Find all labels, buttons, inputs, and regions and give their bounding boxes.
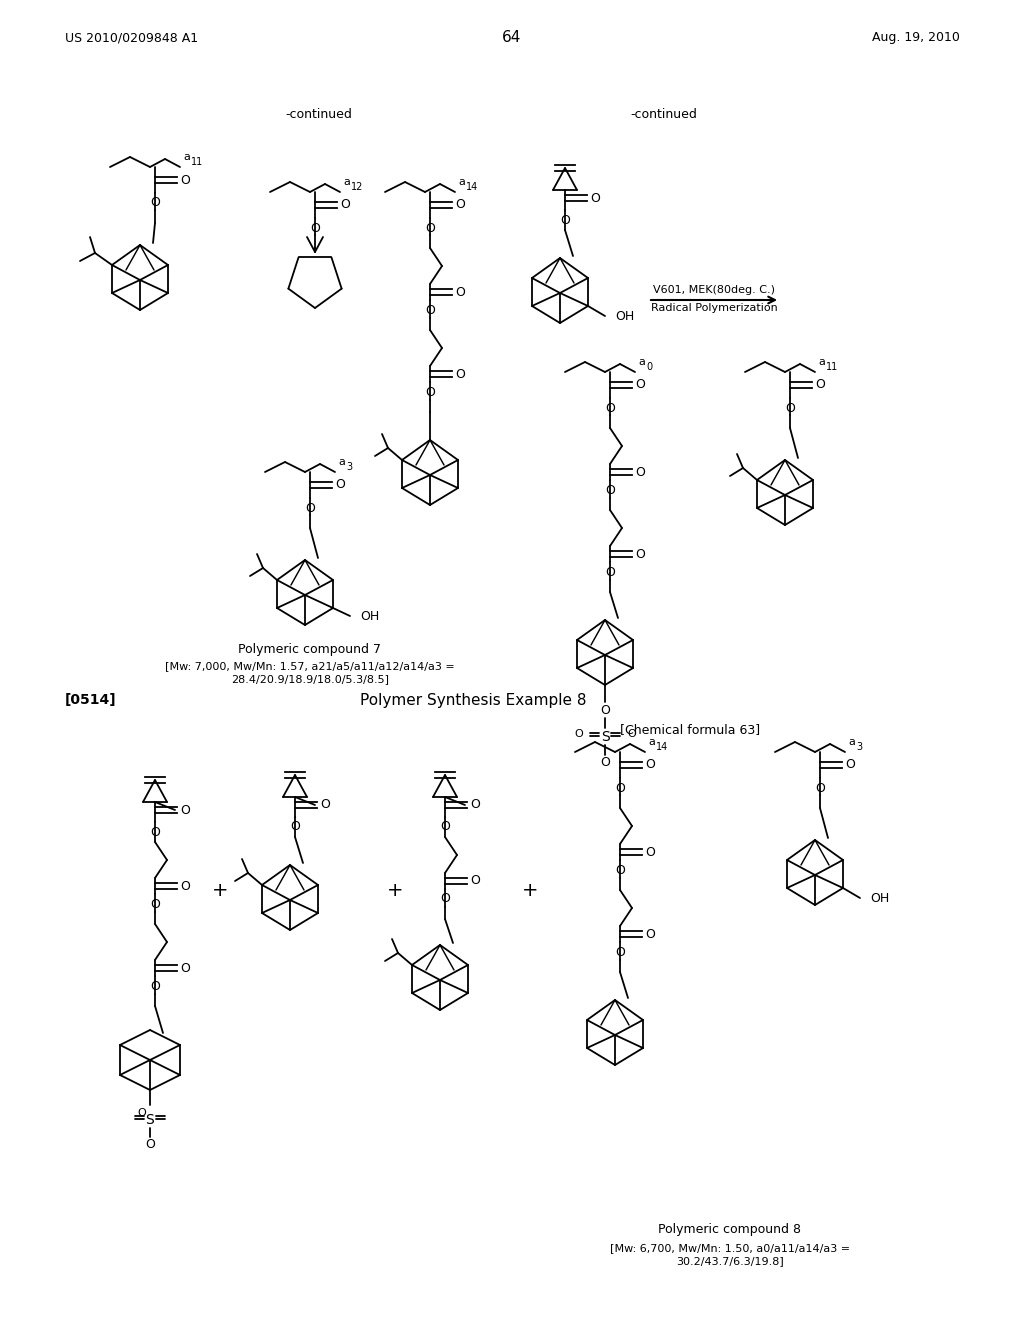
Text: Polymeric compound 7: Polymeric compound 7 — [239, 644, 382, 656]
Text: O: O — [321, 799, 330, 812]
Text: 64: 64 — [503, 30, 521, 45]
Text: a: a — [183, 152, 189, 162]
Text: O: O — [635, 379, 645, 392]
Text: US 2010/0209848 A1: US 2010/0209848 A1 — [65, 32, 198, 45]
Text: O: O — [615, 781, 625, 795]
Text: O: O — [455, 198, 465, 211]
Text: Polymer Synthesis Example 8: Polymer Synthesis Example 8 — [360, 693, 587, 708]
Text: O: O — [425, 385, 435, 399]
Text: O: O — [815, 379, 825, 392]
Text: O: O — [335, 479, 345, 491]
Text: O: O — [340, 198, 350, 211]
Text: O: O — [645, 928, 655, 940]
Text: O: O — [590, 191, 600, 205]
Text: O: O — [440, 892, 450, 906]
Text: 3: 3 — [346, 462, 352, 473]
Text: O: O — [615, 945, 625, 958]
Text: 28.4/20.9/18.9/18.0/5.3/8.5]: 28.4/20.9/18.9/18.0/5.3/8.5] — [231, 675, 389, 684]
Text: O: O — [145, 1138, 155, 1151]
Text: O: O — [455, 367, 465, 380]
Text: a: a — [458, 177, 465, 187]
Text: O: O — [425, 304, 435, 317]
Text: O: O — [180, 879, 189, 892]
Text: O: O — [605, 565, 615, 578]
Text: 14: 14 — [656, 742, 669, 752]
Text: O: O — [425, 222, 435, 235]
Text: O: O — [180, 173, 189, 186]
Text: O: O — [645, 846, 655, 858]
Text: 0: 0 — [646, 362, 652, 372]
Text: a: a — [848, 737, 855, 747]
Text: +: + — [522, 880, 539, 899]
Text: O: O — [605, 401, 615, 414]
Text: O: O — [470, 874, 480, 887]
Text: O: O — [180, 804, 189, 817]
Text: S: S — [145, 1113, 155, 1127]
Text: O: O — [151, 979, 160, 993]
Text: O: O — [560, 214, 570, 227]
Text: [0514]: [0514] — [65, 693, 117, 708]
Text: +: + — [387, 880, 403, 899]
Text: -continued: -continued — [285, 108, 352, 121]
Text: OH: OH — [360, 610, 379, 623]
Text: a: a — [638, 356, 645, 367]
Text: O: O — [455, 285, 465, 298]
Text: O: O — [470, 799, 480, 812]
Text: Radical Polymerization: Radical Polymerization — [650, 304, 777, 313]
Text: O: O — [137, 1107, 146, 1118]
Text: +: + — [212, 880, 228, 899]
Text: O: O — [605, 483, 615, 496]
Text: O: O — [635, 548, 645, 561]
Text: OH: OH — [615, 309, 634, 322]
Text: 11: 11 — [191, 157, 203, 168]
Text: a: a — [648, 737, 655, 747]
Text: O: O — [635, 466, 645, 479]
Text: [Mw: 7,000, Mw/Mn: 1.57, a21/a5/a11/a12/a14/a3 =: [Mw: 7,000, Mw/Mn: 1.57, a21/a5/a11/a12/… — [165, 661, 455, 671]
Text: O: O — [310, 222, 319, 235]
Text: O: O — [815, 781, 825, 795]
Text: O: O — [574, 729, 583, 739]
Text: a: a — [338, 457, 345, 467]
Text: 3: 3 — [856, 742, 862, 752]
Text: O: O — [440, 821, 450, 833]
Text: O: O — [627, 729, 636, 739]
Text: O: O — [290, 821, 300, 833]
Text: O: O — [180, 961, 189, 974]
Text: OH: OH — [870, 891, 889, 904]
Text: S: S — [601, 730, 609, 744]
Text: [Mw: 6,700, Mw/Mn: 1.50, a0/a11/a14/a3 =: [Mw: 6,700, Mw/Mn: 1.50, a0/a11/a14/a3 = — [610, 1243, 850, 1253]
Text: Aug. 19, 2010: Aug. 19, 2010 — [872, 32, 961, 45]
Text: V601, MEK(80deg. C.): V601, MEK(80deg. C.) — [653, 285, 775, 294]
Text: O: O — [305, 502, 315, 515]
Text: O: O — [615, 863, 625, 876]
Text: O: O — [151, 825, 160, 838]
Text: a: a — [343, 177, 350, 187]
Text: [Chemical formula 63]: [Chemical formula 63] — [620, 723, 760, 737]
Text: Polymeric compound 8: Polymeric compound 8 — [658, 1224, 802, 1237]
Text: O: O — [785, 401, 795, 414]
Text: a: a — [818, 356, 825, 367]
Text: O: O — [845, 759, 855, 771]
Text: 12: 12 — [351, 182, 364, 191]
Text: 11: 11 — [826, 362, 839, 372]
Text: 30.2/43.7/6.3/19.8]: 30.2/43.7/6.3/19.8] — [676, 1257, 784, 1266]
Text: 14: 14 — [466, 182, 478, 191]
Text: O: O — [600, 704, 610, 717]
Text: O: O — [151, 898, 160, 911]
Text: O: O — [645, 759, 655, 771]
Text: O: O — [151, 197, 160, 210]
Text: -continued: -continued — [630, 108, 697, 121]
Text: O: O — [600, 756, 610, 770]
